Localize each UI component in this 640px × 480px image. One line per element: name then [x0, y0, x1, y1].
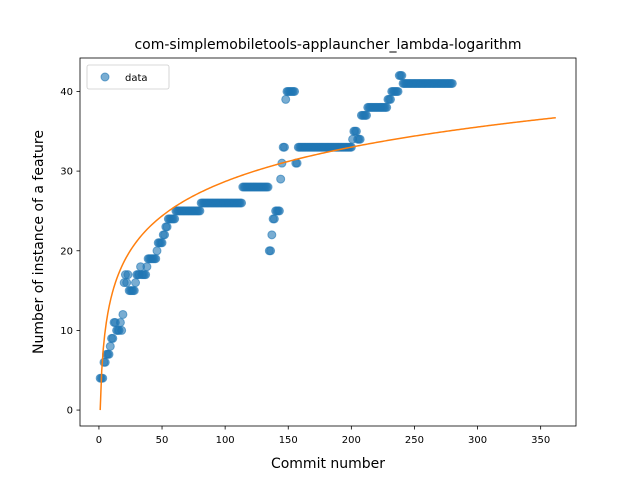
data-point — [151, 254, 161, 264]
data-point — [118, 309, 128, 319]
data-point — [104, 349, 114, 359]
data-point — [142, 262, 152, 272]
legend-marker — [100, 72, 110, 82]
data-point — [447, 78, 457, 88]
axes: 0 50 100 150 200 250 300 350 0 10 20 30 40 — [60, 57, 577, 446]
data-point — [274, 206, 284, 216]
x-tick-label: 0 — [96, 435, 102, 446]
data-point — [263, 182, 273, 192]
data-point — [131, 278, 141, 288]
fit-line — [99, 116, 556, 411]
x-tick-label: 300 — [468, 435, 487, 446]
data-point — [290, 86, 300, 96]
data-point — [98, 373, 108, 383]
data-point — [385, 94, 395, 104]
data-point — [117, 325, 127, 335]
data-point — [105, 341, 115, 351]
axes-frame — [79, 57, 577, 427]
data-point — [281, 94, 291, 104]
data-point — [266, 246, 276, 256]
data-point — [355, 134, 365, 144]
y-tick-label: 10 — [60, 326, 73, 337]
data-point — [157, 238, 167, 248]
data-point — [115, 317, 125, 327]
data-point — [276, 174, 286, 184]
data-point — [141, 270, 151, 280]
data-point — [152, 246, 162, 256]
data-point — [269, 214, 279, 224]
data-point — [237, 198, 247, 208]
x-tick-label: 350 — [531, 435, 550, 446]
data-point — [382, 102, 392, 112]
data-point — [267, 230, 277, 240]
data-point — [393, 86, 403, 96]
x-tick-label: 250 — [405, 435, 424, 446]
data-point — [162, 222, 172, 232]
legend: data — [86, 64, 170, 90]
y-tick-label: 30 — [60, 167, 73, 178]
data-point — [123, 270, 133, 280]
y-tick-label: 40 — [60, 87, 73, 98]
data-point — [195, 206, 205, 216]
data-point — [160, 230, 170, 240]
data-marks — [95, 71, 556, 411]
x-axis-label: Commit number — [271, 456, 385, 472]
legend-label: data — [125, 73, 148, 84]
x-tick-label: 100 — [216, 435, 235, 446]
data-point — [129, 286, 139, 296]
data-point — [108, 333, 118, 343]
data-point — [351, 126, 361, 136]
chart-title: com-simplemobiletools-applauncher_lambda… — [134, 37, 521, 53]
x-tick-label: 150 — [279, 435, 298, 446]
y-axis-label: Number of instance of a feature — [31, 130, 47, 354]
data-point — [122, 278, 132, 288]
y-tick-label: 20 — [60, 246, 73, 257]
data-point — [361, 110, 371, 120]
y-tick-label: 0 — [67, 406, 73, 417]
data-point — [397, 71, 407, 81]
legend-box — [86, 64, 170, 90]
x-tick-label: 200 — [342, 435, 361, 446]
data-point — [279, 142, 289, 152]
x-tick-label: 50 — [156, 435, 169, 446]
data-point — [170, 214, 180, 224]
